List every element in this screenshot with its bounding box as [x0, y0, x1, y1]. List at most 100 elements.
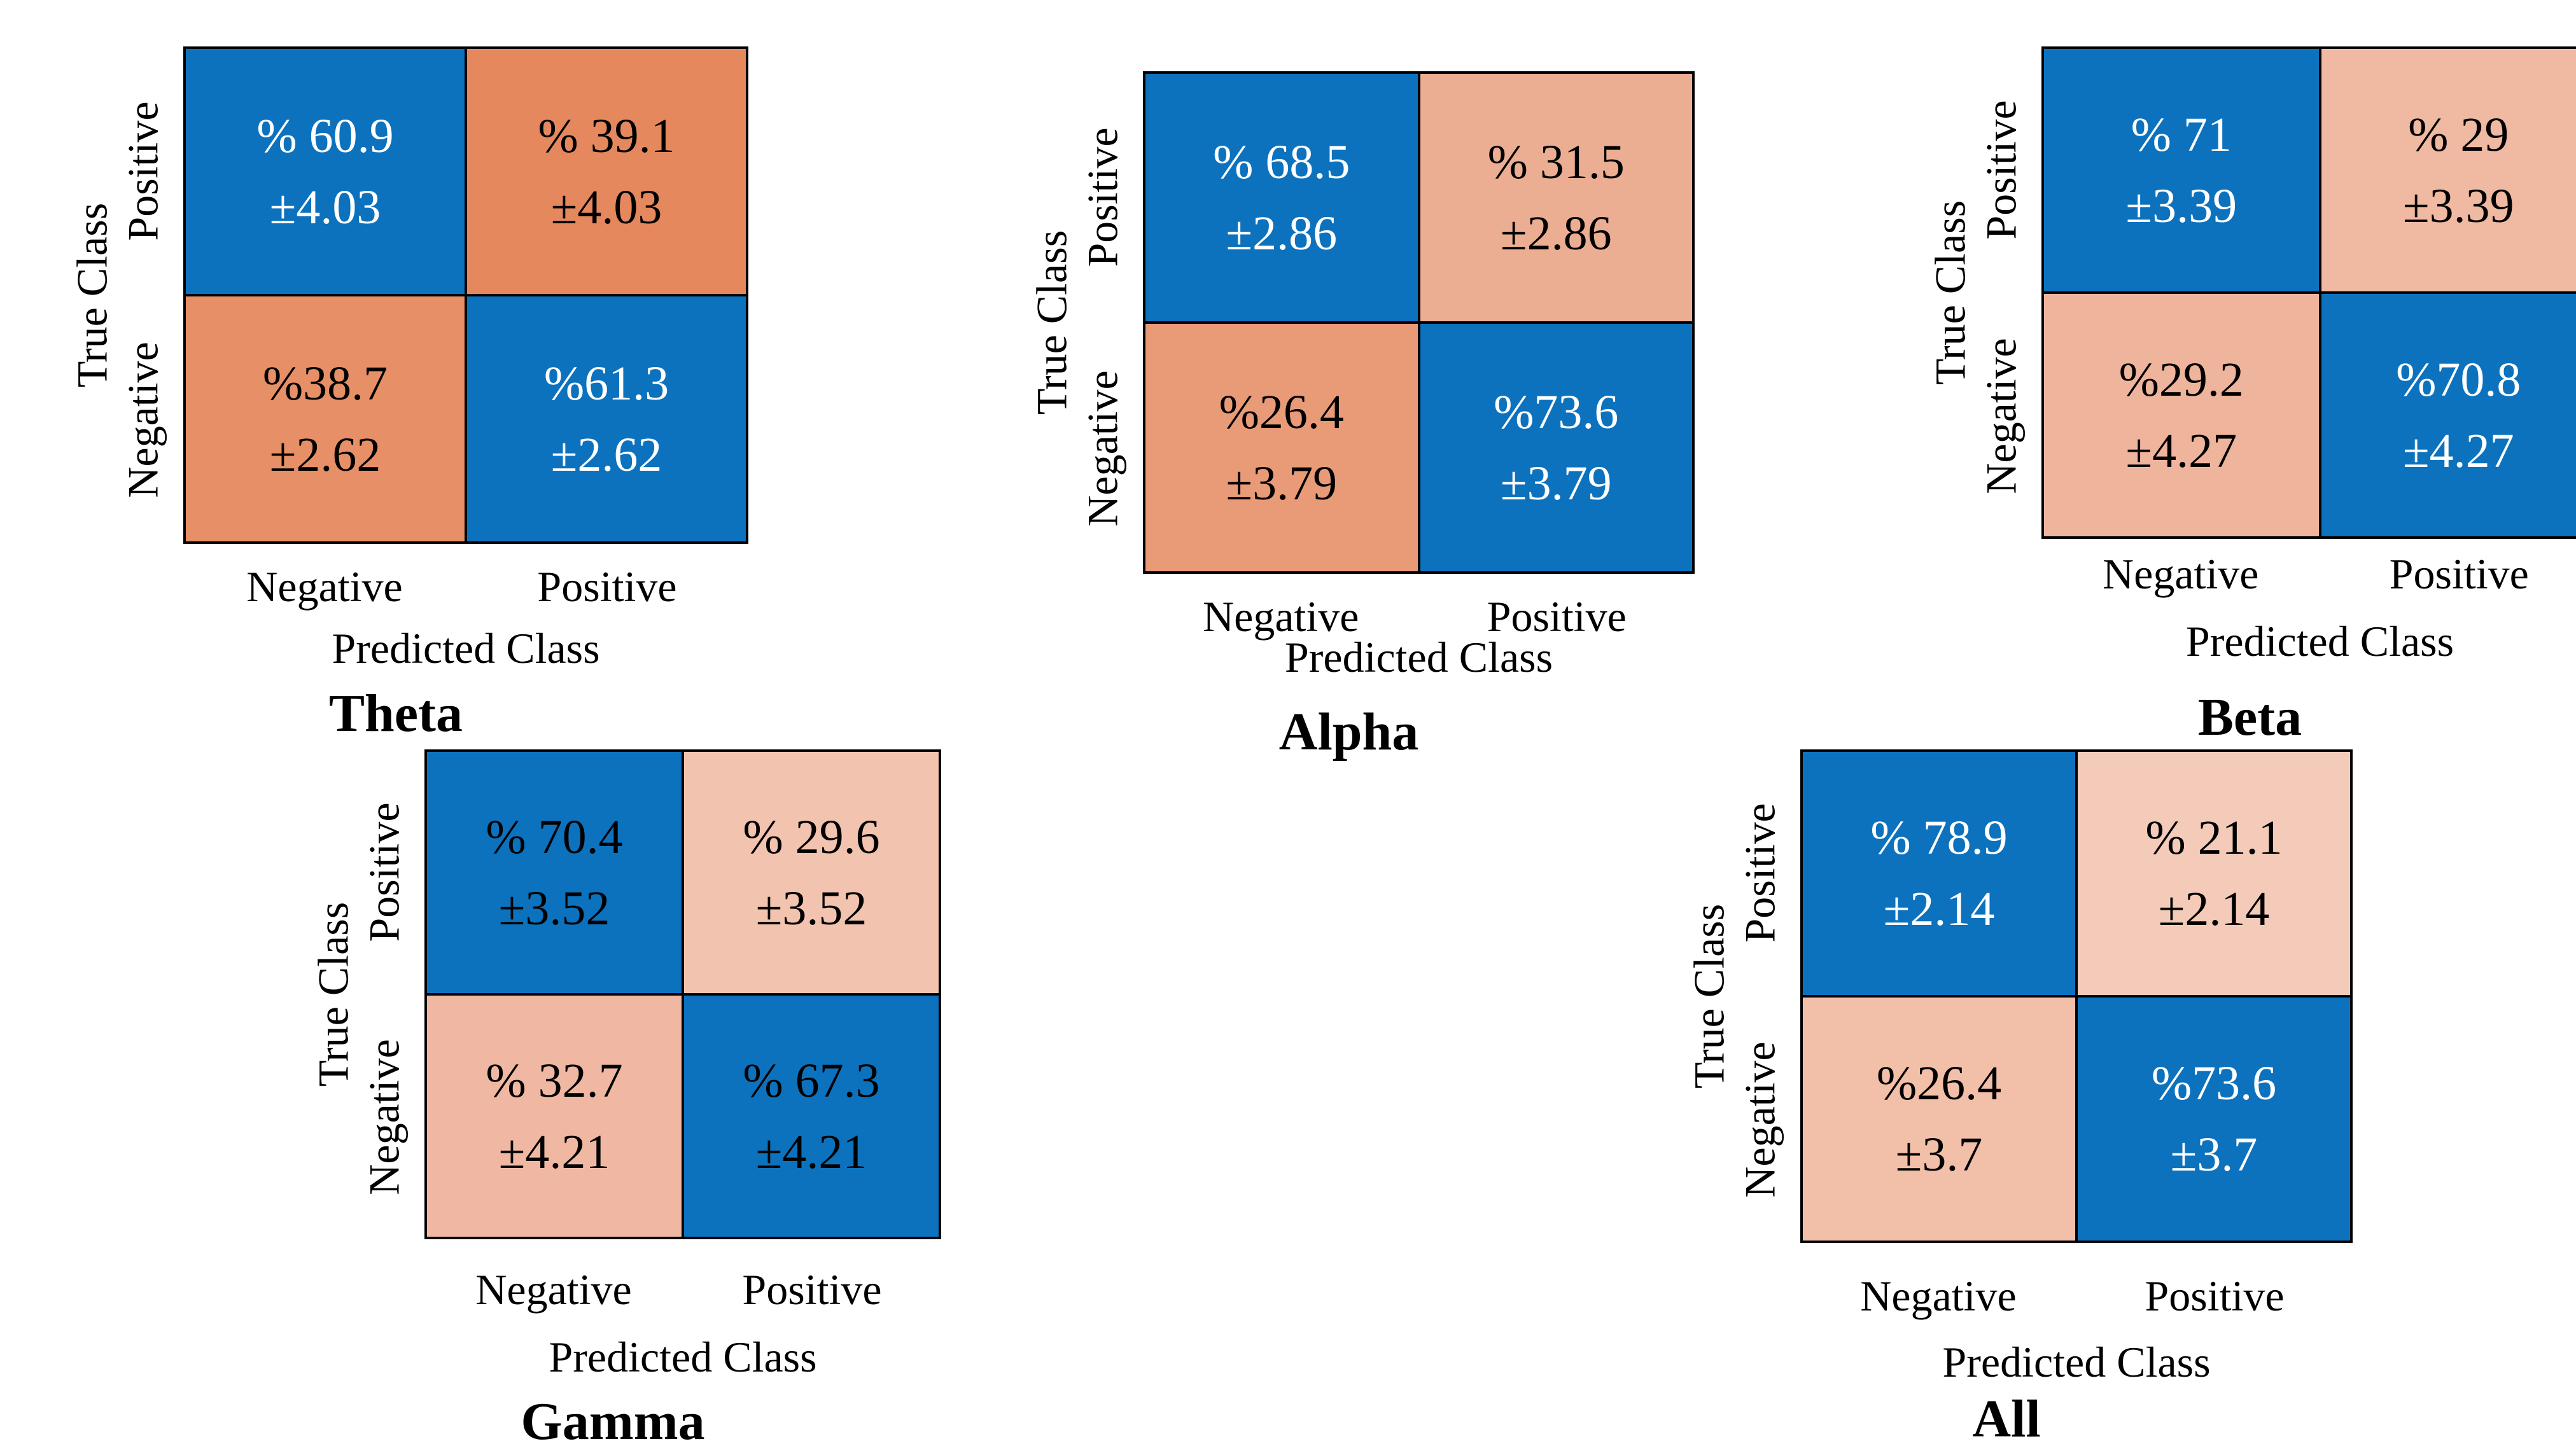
- cell-value: % 31.5: [1487, 135, 1625, 189]
- x-tick-negative: Negative: [475, 1265, 632, 1314]
- x-axis-label: Predicted Class: [549, 1333, 817, 1381]
- cell-std: ±2.14: [2158, 882, 2270, 936]
- y-tick-negative: Negative: [1078, 370, 1127, 527]
- cell-std: ±3.52: [498, 881, 610, 935]
- confusion-matrix-gamma: True Class Positive Negative % 70.4 ±3.5…: [309, 749, 941, 1451]
- matrix-cell-true-pos-pred-pos: % 31.5 ±2.86: [1420, 74, 1692, 321]
- matrix-cell-true-neg-pred-neg: % 32.7 ±4.21: [427, 996, 682, 1237]
- y-tick-positive: Positive: [118, 101, 167, 241]
- cell-std: ±3.39: [2125, 179, 2237, 233]
- cell-std: ±3.79: [1500, 456, 1612, 510]
- matrix-grid: % 71 ±3.39 % 29 ±3.39 %29.2 ±4.27 %70.8 …: [2041, 46, 2576, 539]
- cell-value: %73.6: [2151, 1057, 2277, 1110]
- cell-value: % 21.1: [2145, 811, 2283, 865]
- y-tick-negative: Negative: [118, 341, 167, 498]
- cell-value: % 32.7: [486, 1053, 623, 1108]
- x-tick-positive: Positive: [2389, 550, 2529, 598]
- matrix-cell-true-neg-pred-neg: %26.4 ±3.79: [1145, 324, 1418, 571]
- matrix-cell-true-pos-pred-pos: % 21.1 ±2.14: [2078, 752, 2350, 995]
- x-axis-label: Predicted Class: [332, 624, 600, 672]
- y-axis-label: True Class: [1926, 200, 1975, 386]
- x-tick-negative: Negative: [2103, 550, 2259, 598]
- y-tick-positive: Positive: [360, 802, 409, 942]
- matrix-cell-true-neg-pred-pos: %70.8 ±4.27: [2321, 294, 2576, 536]
- cell-value: % 29.6: [743, 810, 880, 864]
- chart-title: Gamma: [521, 1392, 705, 1451]
- matrix-cell-true-neg-pred-pos: %73.6 ±3.79: [1420, 324, 1692, 571]
- cell-std: ±4.27: [2402, 424, 2514, 478]
- cell-value: %73.6: [1494, 385, 1619, 439]
- cell-value: %38.7: [262, 356, 388, 410]
- cell-value: % 39.1: [538, 109, 675, 163]
- matrix-cell-true-pos-pred-neg: % 68.5 ±2.86: [1145, 74, 1418, 321]
- x-axis-label: Predicted Class: [1284, 633, 1553, 681]
- cell-value: %29.2: [2118, 352, 2244, 407]
- matrix-cell-true-neg-pred-pos: %73.6 ±3.7: [2078, 998, 2350, 1241]
- cell-std: ±2.62: [550, 428, 662, 482]
- matrix-cell-true-pos-pred-neg: % 78.9 ±2.14: [1803, 752, 2075, 995]
- y-tick-negative: Negative: [360, 1038, 409, 1195]
- matrix-cell-true-pos-pred-pos: % 29.6 ±3.52: [684, 752, 939, 993]
- x-tick-positive: Positive: [537, 562, 677, 611]
- matrix-cell-true-neg-pred-neg: %26.4 ±3.7: [1803, 998, 2075, 1241]
- matrix-grid: % 78.9 ±2.14 % 21.1 ±2.14 %26.4 ±3.7 %73…: [1800, 749, 2353, 1243]
- cell-value: %26.4: [1876, 1057, 2002, 1110]
- cell-value: % 71: [2131, 108, 2232, 162]
- cell-std: ±3.79: [1226, 456, 1338, 510]
- matrix-cell-true-pos-pred-neg: % 70.4 ±3.52: [427, 752, 682, 993]
- matrix-cell-true-neg-pred-neg: %29.2 ±4.27: [2044, 294, 2319, 536]
- matrix-cell-true-neg-pred-pos: % 67.3 ±4.21: [684, 996, 939, 1237]
- chart-title: Theta: [329, 684, 463, 743]
- x-tick-positive: Positive: [1487, 592, 1627, 641]
- matrix-grid: % 70.4 ±3.52 % 29.6 ±3.52 % 32.7 ±4.21 %…: [424, 749, 941, 1239]
- cell-std: ±3.39: [2402, 179, 2514, 233]
- y-axis-label: True Class: [1684, 903, 1733, 1089]
- cell-value: %26.4: [1219, 385, 1344, 439]
- matrix-grid: % 60.9 ±4.03 % 39.1 ±4.03 %38.7 ±2.62 %6…: [183, 46, 748, 544]
- x-tick-negative: Negative: [246, 562, 403, 611]
- cell-value: % 60.9: [256, 109, 394, 163]
- cell-std: ±2.86: [1226, 206, 1338, 260]
- cell-value: %70.8: [2396, 352, 2521, 407]
- x-tick-positive: Positive: [742, 1265, 882, 1314]
- cell-std: ±3.52: [755, 881, 867, 935]
- x-tick-negative: Negative: [1203, 592, 1359, 641]
- x-axis-label: Predicted Class: [1942, 1338, 2211, 1386]
- cell-value: % 67.3: [743, 1053, 880, 1108]
- matrix-cell-true-pos-pred-pos: % 29 ±3.39: [2321, 49, 2576, 291]
- cell-value: %61.3: [543, 356, 669, 410]
- x-axis-label: Predicted Class: [2185, 617, 2454, 665]
- x-tick-negative: Negative: [1860, 1272, 2017, 1320]
- cell-std: ±4.03: [550, 180, 662, 234]
- y-axis-label: True Class: [67, 202, 116, 388]
- confusion-matrix-theta: True Class Positive Negative % 60.9 ±4.0…: [68, 46, 748, 743]
- cell-std: ±2.86: [1500, 206, 1612, 260]
- y-axis-label: True Class: [309, 901, 358, 1087]
- confusion-matrix-all: True Class Positive Negative % 78.9 ±2.1…: [1685, 749, 2353, 1449]
- chart-title: Alpha: [1278, 702, 1419, 761]
- y-tick-positive: Positive: [1735, 803, 1784, 943]
- y-tick-positive: Positive: [1078, 127, 1127, 267]
- cell-std: ±3.7: [1895, 1128, 1983, 1181]
- chart-title: All: [1972, 1389, 2041, 1449]
- y-tick-positive: Positive: [1977, 99, 2026, 240]
- cell-std: ±4.27: [2125, 424, 2237, 478]
- cell-value: % 70.4: [486, 810, 623, 864]
- matrix-cell-true-pos-pred-neg: % 60.9 ±4.03: [186, 49, 465, 294]
- cell-value: % 29: [2408, 108, 2509, 162]
- chart-title: Beta: [2197, 688, 2302, 747]
- matrix-grid: % 68.5 ±2.86 % 31.5 ±2.86 %26.4 ±3.79 %7…: [1143, 71, 1695, 574]
- cell-value: % 78.9: [1870, 811, 2008, 865]
- matrix-cell-true-pos-pred-neg: % 71 ±3.39: [2044, 49, 2319, 291]
- cell-std: ±3.7: [2170, 1128, 2258, 1181]
- y-tick-negative: Negative: [1735, 1041, 1784, 1198]
- cell-std: ±4.21: [498, 1125, 610, 1179]
- confusion-matrix-beta: True Class Positive Negative % 71 ±3.39 …: [1926, 46, 2576, 747]
- matrix-cell-true-neg-pred-pos: %61.3 ±2.62: [467, 296, 746, 541]
- matrix-cell-true-pos-pred-pos: % 39.1 ±4.03: [467, 49, 746, 294]
- cell-std: ±2.14: [1883, 882, 1995, 936]
- y-tick-negative: Negative: [1977, 337, 2026, 494]
- y-axis-label: True Class: [1027, 230, 1076, 415]
- cell-std: ±4.21: [755, 1125, 867, 1179]
